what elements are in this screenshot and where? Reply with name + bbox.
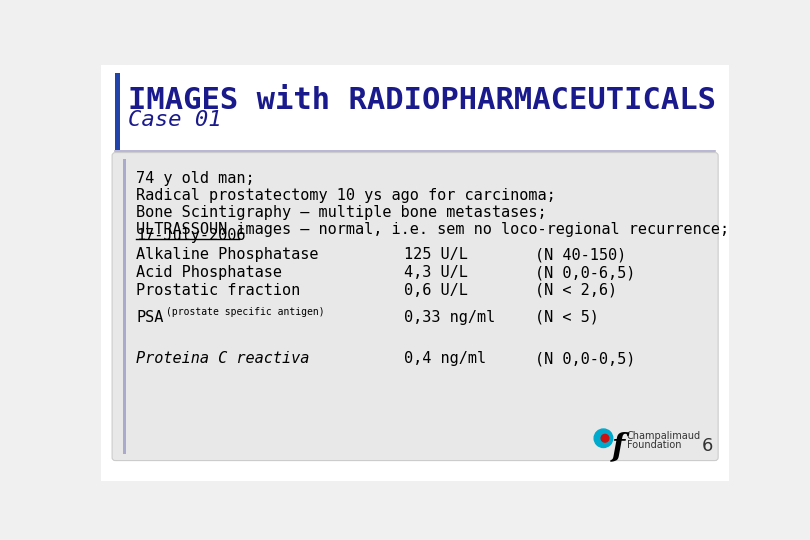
Text: (prostate specific antigen): (prostate specific antigen)	[165, 307, 324, 316]
Text: 17-July-2006: 17-July-2006	[136, 228, 245, 243]
Text: 6: 6	[702, 437, 714, 455]
Text: Proteina C reactiva: Proteina C reactiva	[136, 351, 309, 366]
Text: Bone Scintigraphy – multiple bone metastases;: Bone Scintigraphy – multiple bone metast…	[136, 205, 547, 220]
Text: 74 y old man;: 74 y old man;	[136, 171, 255, 186]
Text: 4,3 U/L: 4,3 U/L	[403, 265, 467, 280]
Text: (N < 5): (N < 5)	[535, 309, 599, 325]
Text: Case 01: Case 01	[128, 110, 222, 130]
Text: Alkaline Phosphatase: Alkaline Phosphatase	[136, 247, 318, 262]
Text: Acid Phosphatase: Acid Phosphatase	[136, 265, 282, 280]
Text: (N 40-150): (N 40-150)	[535, 247, 626, 262]
Text: (N < 2,6): (N < 2,6)	[535, 283, 617, 298]
Text: 0,4 ng/ml: 0,4 ng/ml	[403, 351, 486, 366]
FancyBboxPatch shape	[112, 153, 718, 461]
Text: 125 U/L: 125 U/L	[403, 247, 467, 262]
Text: PSA: PSA	[136, 309, 164, 325]
Text: 0,33 ng/ml: 0,33 ng/ml	[403, 309, 495, 325]
Text: Radical prostatectomy 10 ys ago for carcinoma;: Radical prostatectomy 10 ys ago for carc…	[136, 188, 556, 203]
FancyBboxPatch shape	[101, 65, 729, 481]
Text: f: f	[612, 431, 625, 462]
Text: (N 0,0-6,5): (N 0,0-6,5)	[535, 265, 636, 280]
Bar	[123, 159, 126, 455]
Text: Foundation: Foundation	[627, 440, 681, 450]
Circle shape	[595, 429, 612, 448]
Text: Champalimaud: Champalimaud	[627, 431, 701, 441]
Text: IMAGES with RADIOPHARMACEUTICALS: IMAGES with RADIOPHARMACEUTICALS	[128, 86, 716, 116]
Text: (N 0,0-0,5): (N 0,0-0,5)	[535, 351, 636, 366]
Circle shape	[601, 434, 609, 442]
Text: Prostatic fraction: Prostatic fraction	[136, 283, 301, 298]
Text: 0,6 U/L: 0,6 U/L	[403, 283, 467, 298]
Text: ULTRASSOUN images – normal, i.e. sem no loco-regional recurrence;: ULTRASSOUN images – normal, i.e. sem no …	[136, 222, 729, 237]
Bar	[115, 72, 120, 150]
